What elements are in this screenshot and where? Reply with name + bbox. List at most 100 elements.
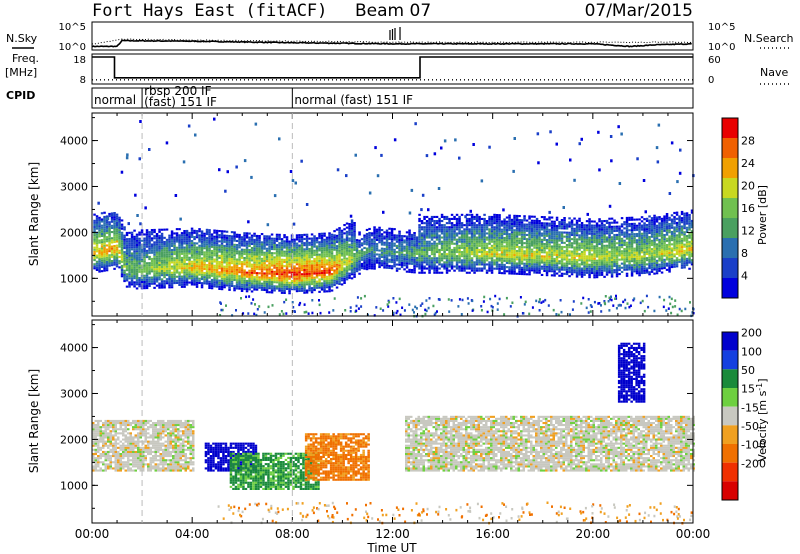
power-cell (578, 269, 581, 272)
power-cell (170, 236, 174, 239)
power-cell (300, 250, 304, 253)
power-cell (370, 238, 374, 241)
power-cell (300, 277, 304, 280)
power-cell (530, 232, 534, 235)
power-cell (305, 262, 309, 265)
power-cell (508, 214, 511, 217)
power-cell (418, 263, 421, 266)
power-cell (558, 231, 561, 234)
power-cell (353, 226, 356, 229)
power-cell (548, 247, 551, 250)
power-cell (338, 282, 341, 285)
power-cell (513, 241, 516, 244)
power-cell (225, 251, 229, 254)
power-cell (330, 237, 334, 240)
power-cell (208, 268, 211, 271)
power-cell (100, 226, 104, 229)
power-cell (505, 226, 509, 229)
power-cell (603, 251, 606, 254)
power-cell (138, 256, 141, 259)
power-cell (308, 279, 311, 282)
power-cell (610, 263, 614, 266)
power-cell (525, 273, 529, 276)
power-cell (338, 276, 341, 279)
power-cell (403, 247, 406, 250)
power-cell (208, 243, 211, 246)
power-cell (180, 271, 184, 274)
power-cell (583, 236, 586, 239)
power-cell (275, 248, 279, 251)
power-cell (218, 263, 221, 266)
power-cell (178, 240, 181, 243)
power-cell (533, 234, 536, 237)
power-cell (603, 224, 606, 227)
power-cell (483, 257, 486, 260)
power-cell (308, 268, 311, 271)
power-cell (233, 237, 236, 240)
power-cell (513, 254, 516, 257)
power-cell (250, 265, 254, 268)
power-cell (208, 229, 211, 232)
power-cell (563, 262, 566, 265)
power-cell (128, 254, 131, 257)
power-cell (205, 230, 209, 233)
power-cell (515, 262, 519, 265)
power-cell (273, 285, 276, 288)
power-cell (488, 224, 491, 227)
power-cell (243, 275, 246, 278)
power-cell (328, 250, 331, 253)
power-cell (215, 273, 219, 276)
power-cell (158, 261, 161, 264)
power-cell (203, 278, 206, 281)
power-cell (348, 245, 351, 248)
power-cell (350, 250, 354, 253)
power-cell (495, 228, 499, 231)
power-cell (193, 273, 196, 276)
power-cell (553, 245, 556, 248)
power-cell (228, 286, 231, 289)
power-cell (418, 238, 421, 241)
power-cell (125, 262, 129, 265)
power-cell (408, 233, 411, 236)
power-cell (500, 239, 504, 242)
power-cell (385, 252, 389, 255)
power-cell (285, 279, 289, 282)
power-cell (425, 222, 429, 225)
power-cell (115, 234, 119, 237)
power-cell (465, 242, 469, 245)
power-cell (520, 244, 524, 247)
power-cell (348, 276, 351, 279)
power-cell (425, 215, 429, 218)
power-cell (285, 240, 289, 243)
power-cell (255, 288, 259, 291)
power-cell (98, 251, 101, 254)
power-cell (225, 284, 229, 287)
power-cell (115, 240, 119, 243)
power-cell (245, 240, 249, 243)
power-cell (268, 283, 271, 286)
power-cell (448, 251, 451, 254)
power-cell (335, 280, 339, 283)
power-cell (148, 249, 151, 252)
power-cell (103, 236, 106, 239)
power-cell (520, 219, 524, 222)
power-cell (420, 267, 424, 270)
power-cell (373, 253, 376, 256)
power-cell (233, 278, 236, 281)
power-cell (225, 265, 229, 268)
power-cell (335, 251, 339, 254)
power-cell (488, 220, 491, 223)
power-cell (548, 270, 551, 273)
power-cell (520, 233, 524, 236)
power-cell (448, 230, 451, 233)
power-cell (375, 238, 379, 241)
power-cell (120, 254, 124, 257)
power-cell (230, 268, 234, 271)
power-cell (575, 240, 579, 243)
power-cell (195, 246, 199, 249)
power-cell (330, 275, 334, 278)
power-cell (345, 237, 349, 240)
power-cell (280, 264, 284, 267)
power-cell (413, 250, 416, 253)
power-cell (538, 224, 541, 227)
